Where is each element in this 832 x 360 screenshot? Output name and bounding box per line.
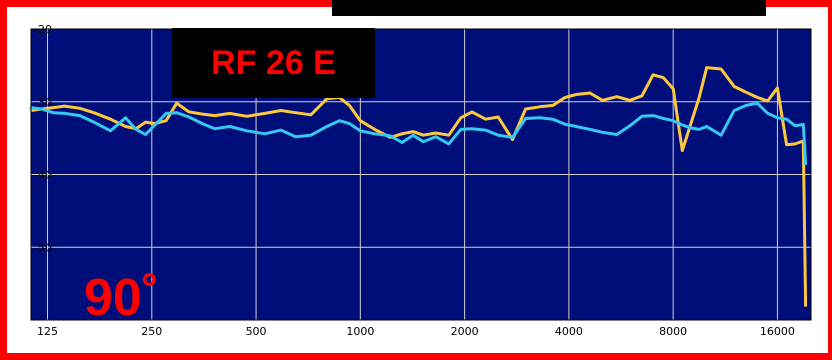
x-tick-label: 16000 <box>760 325 795 338</box>
x-tick-label: 4000 <box>555 325 583 338</box>
x-tick-label: 2000 <box>451 325 479 338</box>
x-tick-label: 500 <box>246 325 267 338</box>
x-tick-label: 8000 <box>659 325 687 338</box>
y-tick-label: -50 <box>34 241 52 254</box>
x-tick-label: 250 <box>141 325 162 338</box>
y-tick-label: -20 <box>34 23 52 36</box>
x-tick-label: 1000 <box>346 325 374 338</box>
series-line-yellow <box>29 66 808 307</box>
model-label: RF 26 E <box>172 28 375 98</box>
y-tick-label: -40 <box>34 169 52 182</box>
x-tick-label: 125 <box>37 325 58 338</box>
plot-border <box>30 28 812 321</box>
angle-label: 90˚ <box>84 269 160 327</box>
y-tick-label: -30 <box>34 96 52 109</box>
series-line-cyan <box>29 101 808 166</box>
top-black-bar <box>332 0 766 16</box>
tick-labels: 125 250 500 1000 2000 4000 8000 16000 -20 -30 -40 -… <box>34 23 795 338</box>
series-group <box>29 66 808 307</box>
